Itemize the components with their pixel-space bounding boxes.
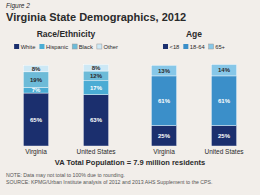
category-label: Virginia — [25, 148, 47, 156]
legend-swatch — [209, 44, 214, 49]
bar-segment — [83, 95, 108, 146]
legend-entry: Black — [79, 44, 93, 50]
bar-segment — [151, 126, 176, 146]
legend-entry: Hispanic — [46, 44, 68, 50]
source-note: NOTE: Data may not total to 100% due to … — [6, 172, 125, 178]
data-label: 63% — [90, 117, 103, 123]
data-label: 19% — [30, 77, 43, 83]
bar-segment — [151, 65, 176, 76]
bars — [23, 65, 108, 146]
background — [0, 0, 260, 195]
data-label: 12% — [90, 73, 103, 79]
bar-segment — [23, 87, 48, 93]
data-label: 17% — [90, 85, 103, 91]
legend-entry: Other — [103, 44, 118, 50]
data-label: 25% — [218, 133, 231, 139]
bar-segment — [211, 76, 236, 126]
bar-segment — [211, 65, 236, 76]
data-label: 8% — [92, 65, 101, 71]
title: Virginia State Demographics, 2012 — [6, 11, 186, 23]
bar-segment — [23, 93, 48, 146]
data-label: 8% — [32, 66, 41, 72]
panel: Age <18 18-64 65+ 25% 25% 61% 61% 13% 14% Virginia… — [151, 29, 244, 156]
footnote: VA Total Population = 7.9 million reside… — [55, 158, 206, 167]
panel-title: Race/Ethnicity — [37, 29, 96, 39]
data-label: 61% — [218, 98, 231, 104]
bar-segment — [23, 72, 48, 87]
legend-swatch — [72, 44, 77, 49]
legend: <18 18-64 65+ — [163, 44, 226, 50]
data-label: 13% — [158, 68, 171, 74]
legend-swatch — [14, 44, 19, 49]
data-label: 25% — [158, 133, 171, 139]
legend-entry: <18 — [169, 44, 179, 50]
data-label: 61% — [158, 98, 171, 104]
bar-segment — [83, 71, 108, 81]
bars — [151, 65, 236, 146]
bar-segment — [151, 76, 176, 126]
data-label: 65% — [30, 117, 43, 123]
figure-label: Figure 2 — [6, 2, 30, 10]
bar-segment — [83, 81, 108, 95]
data-labels: 25% 25% 61% 61% 13% 14% — [158, 67, 231, 139]
data-labels: 65% 63% 7% 17% 19% 12% 8% 8% — [30, 65, 103, 124]
legend-entry: 65+ — [215, 44, 225, 50]
panel: Race/EthnicityWhite Hispanic Black Other 65%… — [14, 29, 118, 156]
bar-segment — [83, 65, 108, 72]
source-note: SOURCE: KPMG/Urban Institute analysis of… — [6, 179, 212, 185]
legend-swatch — [183, 44, 188, 49]
legend-entry: 18-64 — [190, 44, 206, 50]
legend-entry: White — [21, 44, 36, 50]
legend-swatch — [163, 44, 168, 49]
category-label: United States — [204, 148, 244, 155]
bar-segment — [211, 126, 236, 146]
category-label: United States — [76, 148, 116, 155]
panel-title: Age — [186, 29, 202, 39]
legend: White Hispanic Black Other — [14, 44, 118, 50]
chart: Figure 2Virginia State Demographics, 201… — [0, 0, 260, 195]
category-label: Virginia — [153, 148, 175, 156]
legend-swatch — [97, 44, 102, 49]
data-label: 14% — [218, 67, 231, 73]
legend-swatch — [39, 44, 44, 49]
data-label: 7% — [32, 87, 41, 93]
bar-segment — [23, 65, 48, 72]
